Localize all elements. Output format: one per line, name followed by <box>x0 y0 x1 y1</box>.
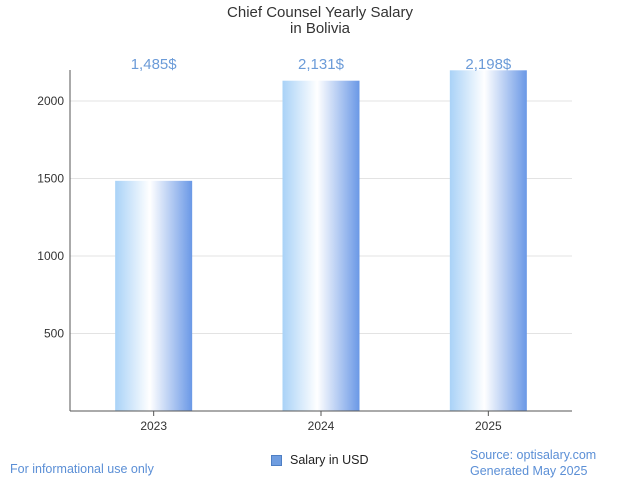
y-axis: 500 1000 1500 2000 <box>37 70 71 411</box>
source-text: Source: optisalary.com <box>470 448 597 462</box>
disclaimer-text: For informational use only <box>10 462 154 476</box>
y-tick-label: 2000 <box>37 94 64 108</box>
data-labels: 1,485$ 2,131$ 2,198$ <box>131 56 512 73</box>
y-tick-label: 1000 <box>37 249 64 263</box>
data-label-2023: 1,485$ <box>131 56 178 73</box>
x-tick-label: 2024 <box>308 419 335 433</box>
x-axis: 2023 2024 2025 <box>70 410 572 433</box>
data-label-2024: 2,131$ <box>298 56 345 73</box>
chart-title-line-2: in Bolivia <box>290 20 351 37</box>
bar-2023 <box>115 180 193 411</box>
source-block: Source: optisalary.com Generated May 202… <box>470 447 596 479</box>
bar-2025 <box>449 70 527 411</box>
x-tick-label: 2025 <box>475 419 502 433</box>
generated-text: Generated May 2025 <box>470 464 588 478</box>
bars <box>115 70 527 411</box>
legend-swatch <box>271 454 282 466</box>
legend-label: Salary in USD <box>290 453 369 467</box>
data-label-2025: 2,198$ <box>465 56 512 73</box>
legend: Salary in USD <box>271 453 369 467</box>
chart-title-line-1: Chief Counsel Yearly Salary <box>227 4 413 21</box>
bar-2024 <box>282 80 360 411</box>
x-tick-label: 2023 <box>140 419 167 433</box>
y-tick-label: 500 <box>44 327 64 341</box>
y-tick-label: 1500 <box>37 172 64 186</box>
